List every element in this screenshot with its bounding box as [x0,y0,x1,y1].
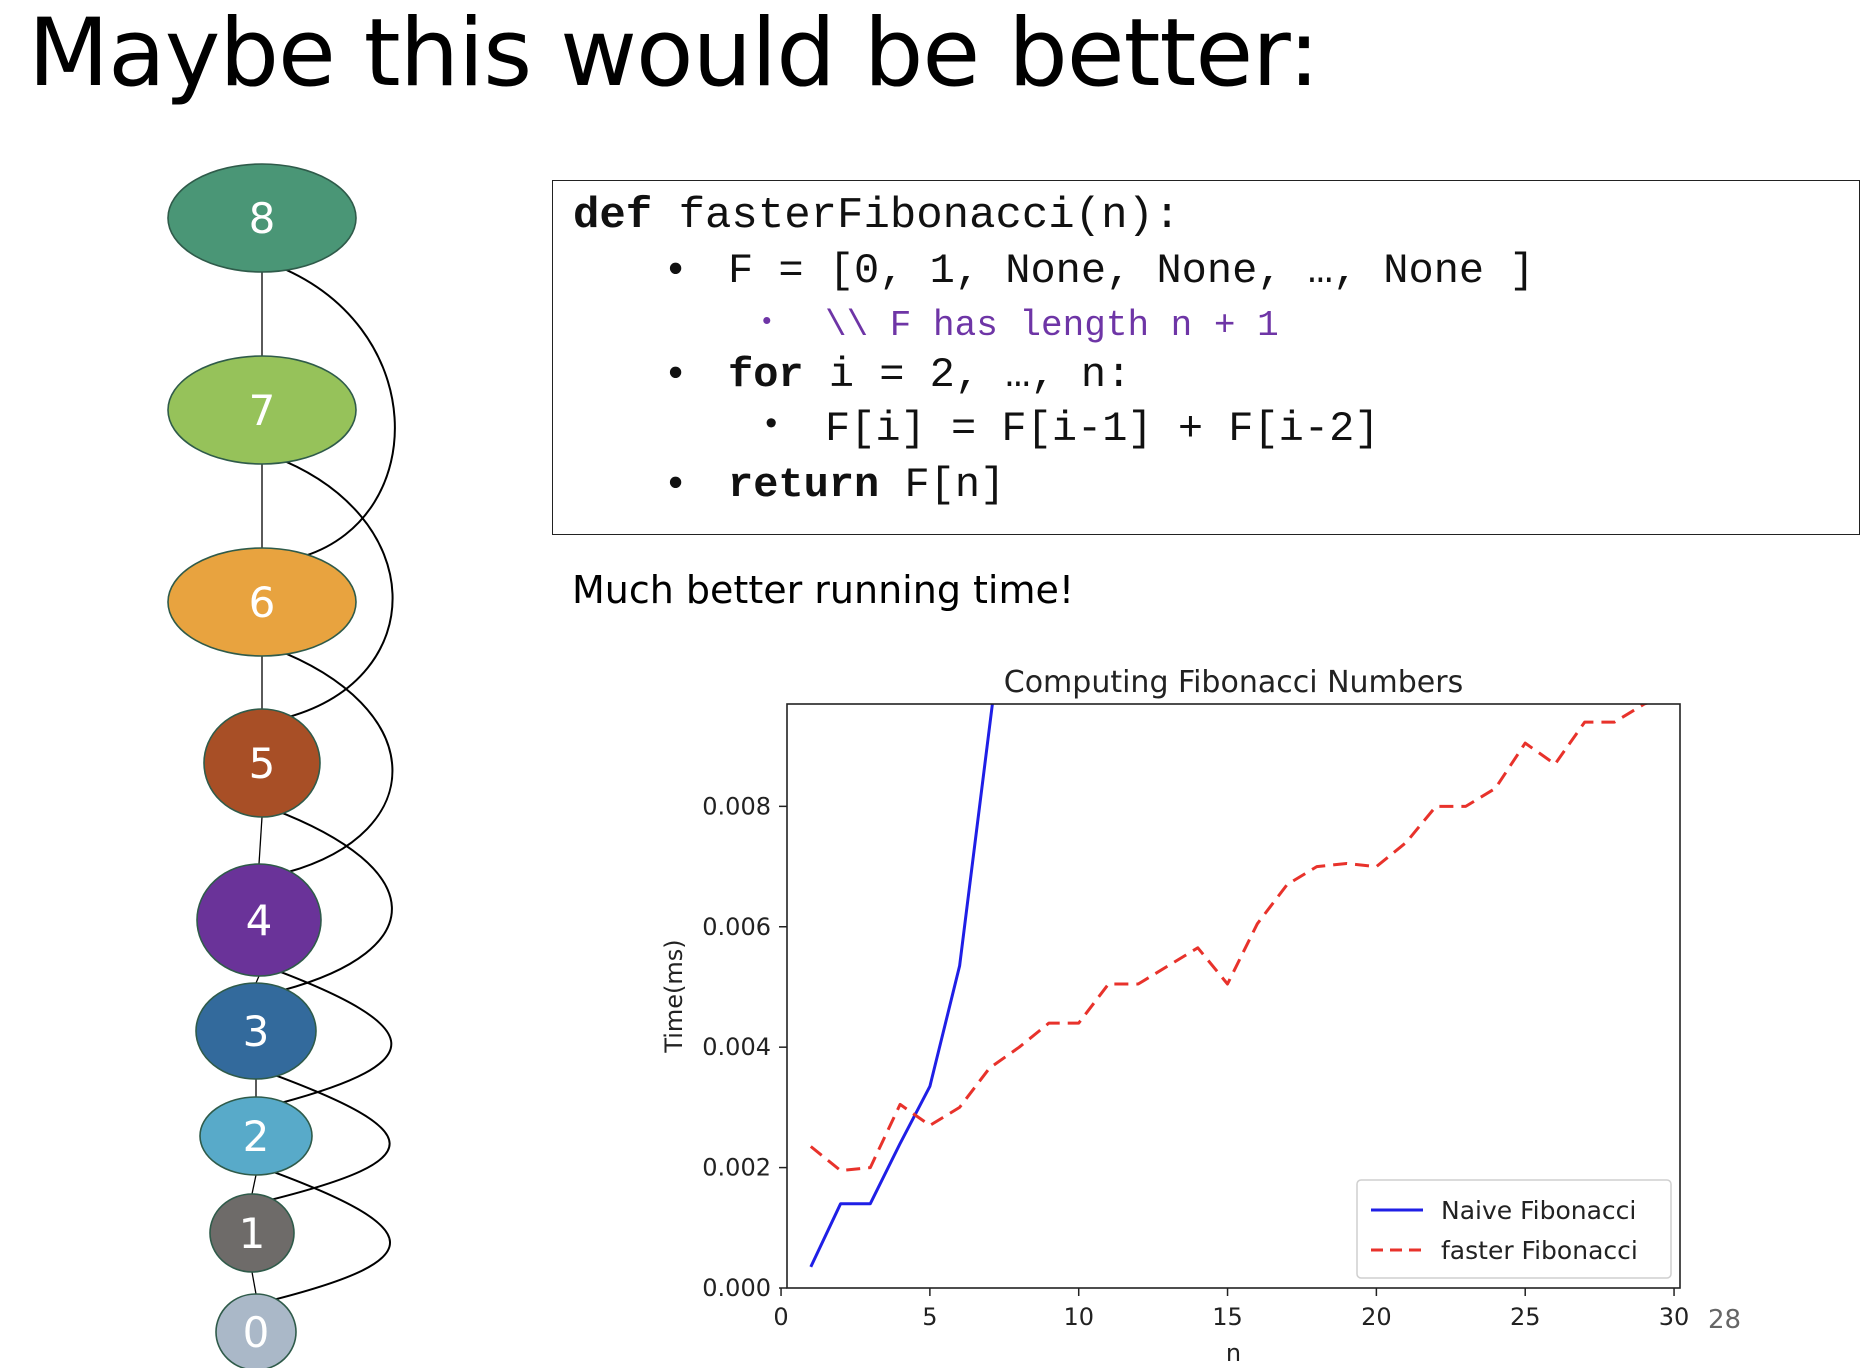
graph-edge-1-0 [251,1271,257,1295]
legend-label: Naive Fibonacci [1441,1196,1636,1225]
x-axis-label: n [1226,1339,1241,1367]
return-keyword: return [728,461,880,509]
function-signature: def fasterFibonacci(n): [573,191,1180,241]
graph-node-6 [167,547,357,657]
code-comment: \\ F has length n + 1 [825,305,1279,346]
series-line-1 [809,704,1650,1173]
x-tick-label: 20 [1361,1303,1392,1331]
x-tick-label: 5 [922,1303,937,1331]
graph-edge-5-3 [271,807,393,992]
x-tick-label: 25 [1510,1303,1541,1331]
graph-node-4 [196,863,322,977]
code-bullet: • [663,461,689,509]
code-bullet: • [663,247,689,295]
comment-bullet: • [759,307,775,337]
runtime-chart: Computing Fibonacci Numbers 0 5 10 15 20 25 30 0… [660,665,1690,1367]
y-tick-label: 0.008 [702,792,771,820]
graph-node-5 [203,708,321,818]
graph-node-label: 7 [249,386,276,435]
x-tick-label: 0 [773,1303,788,1331]
y-tick-label: 0.002 [702,1154,771,1182]
legend-label: faster Fibonacci [1441,1236,1638,1265]
x-tick-label: 30 [1659,1303,1690,1331]
array-init-line: F = [0, 1, None, None, …, None ] [728,247,1535,295]
def-keyword: def [573,191,653,241]
graph-node-3 [195,982,317,1080]
graph-edge-7-5 [271,454,394,719]
graph-node-label: 4 [246,896,273,945]
for-range: i = 2, …, n: [803,351,1132,399]
graph-node-label: 3 [243,1007,270,1056]
plot-frame [786,703,1681,1289]
loop-body-line: F[i] = F[i-1] + F[i-2] [825,405,1380,453]
y-tick-label: 0.006 [702,913,771,941]
chart-legend [1356,1179,1672,1279]
fibonacci-dependency-graph: 8 7 6 5 4 3 2 1 0 [167,163,396,1368]
y-tick-label: 0.004 [702,1033,771,1061]
function-name: fasterFibonacci(n): [652,191,1181,241]
series-line-0 [809,704,994,1268]
graph-edge-3-1 [265,1070,391,1201]
graph-edge-8-6 [271,262,396,558]
graph-node-label: 6 [249,578,276,627]
return-line: return F[n] [728,461,1005,509]
graph-edge-6-4 [271,646,394,874]
caption-text: Much better running time! [572,568,1075,612]
return-value: F[n] [879,461,1006,509]
y-axis-label: Time(ms) [660,939,688,1053]
graph-edge-2-1 [251,1174,257,1195]
code-bullet: • [663,351,689,399]
graph-edge-4-3 [255,975,260,984]
graph-edge-4-2 [268,966,393,1104]
graph-node-2 [199,1096,313,1176]
graph-node-label: 8 [249,194,276,243]
graph-node-label: 5 [249,739,276,788]
slide-number: 28 [1708,1305,1742,1335]
y-tick-label: 0.000 [702,1274,771,1302]
for-keyword: for [728,351,804,399]
graph-node-label: 1 [239,1209,266,1258]
x-tick-label: 15 [1212,1303,1243,1331]
code-block: def fasterFibonacci(n): • F = [0, 1, Non… [552,180,1860,535]
graph-node-label: 0 [243,1308,270,1357]
slide-title: Maybe this would be better: [28,0,1320,108]
x-tick-label: 10 [1063,1303,1094,1331]
graph-node-7 [167,355,357,465]
graph-node-8 [167,163,357,273]
code-bullet: • [761,407,782,445]
graph-node-0 [215,1293,297,1368]
chart-title: Computing Fibonacci Numbers [1004,665,1463,700]
graph-edge-2-0 [265,1168,391,1301]
for-loop-line: for i = 2, …, n: [728,351,1131,399]
graph-node-1 [209,1193,295,1273]
graph-edge-5-4 [258,816,263,865]
graph-node-label: 2 [243,1112,270,1161]
